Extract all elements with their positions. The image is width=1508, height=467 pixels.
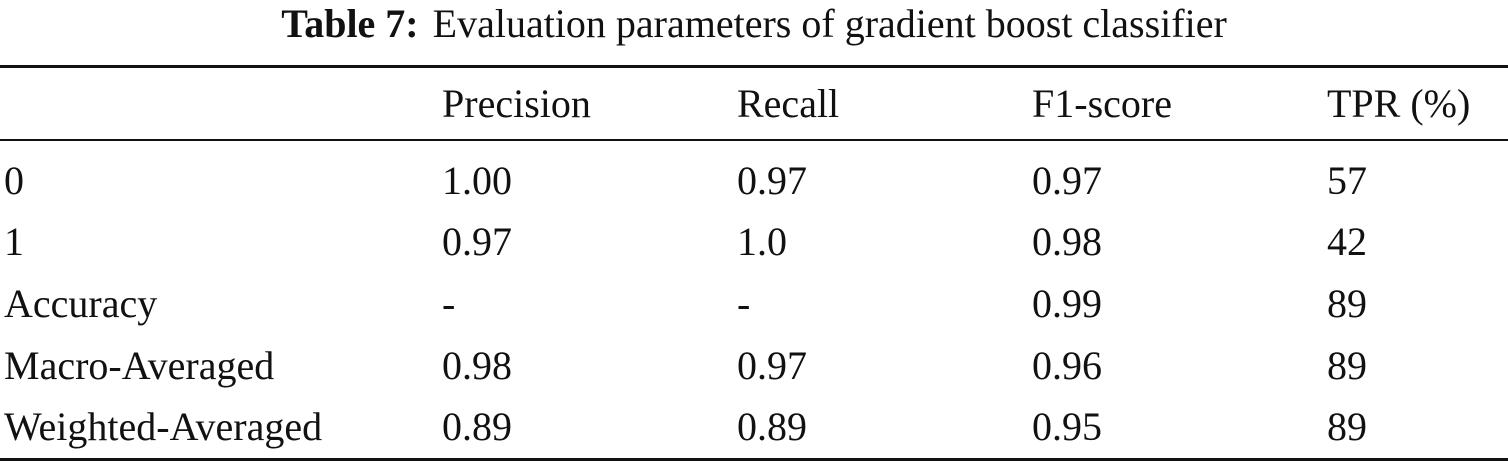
- table-cell: 0.97: [1032, 158, 1102, 203]
- bottom-rule: [0, 458, 1508, 461]
- header-rule: [0, 139, 1508, 141]
- table-cell: 0.97: [737, 158, 807, 203]
- table-cell: 89: [1327, 281, 1367, 326]
- top-rule: [0, 65, 1508, 68]
- table-cell: 0.89: [442, 404, 512, 449]
- table-cell: 0.95: [1032, 404, 1102, 449]
- table-cell: 0.96: [1032, 343, 1102, 388]
- table-cell: 0.98: [442, 343, 512, 388]
- table-cell: 1.0: [737, 219, 787, 264]
- row-label: 0: [4, 158, 24, 203]
- table-cell: 0.97: [737, 343, 807, 388]
- table-cell: 0.97: [442, 219, 512, 264]
- column-header: TPR (%): [1327, 81, 1471, 126]
- table-cell: -: [442, 281, 456, 326]
- table-caption: Table 7: Evaluation parameters of gradien…: [0, 0, 1508, 48]
- row-label: Macro-Averaged: [4, 343, 275, 388]
- table-cell: 0.98: [1032, 219, 1102, 264]
- table-cell: -: [737, 281, 751, 326]
- caption-label: Table 7:: [281, 1, 419, 46]
- table-cell: 1.00: [442, 158, 512, 203]
- table-cell: 0.99: [1032, 281, 1102, 326]
- table-cell: 89: [1327, 343, 1367, 388]
- table-cell: 89: [1327, 404, 1367, 449]
- table-cell: 0.89: [737, 404, 807, 449]
- row-label: Accuracy: [4, 281, 158, 326]
- row-label: 1: [4, 219, 24, 264]
- column-header: Precision: [442, 81, 591, 126]
- table-cell: 57: [1327, 158, 1367, 203]
- caption-text: Evaluation parameters of gradient boost …: [432, 1, 1227, 46]
- table-cell: 42: [1327, 219, 1367, 264]
- column-header: Recall: [737, 81, 840, 126]
- row-label: Weighted-Averaged: [4, 404, 323, 449]
- column-header: F1-score: [1032, 81, 1172, 126]
